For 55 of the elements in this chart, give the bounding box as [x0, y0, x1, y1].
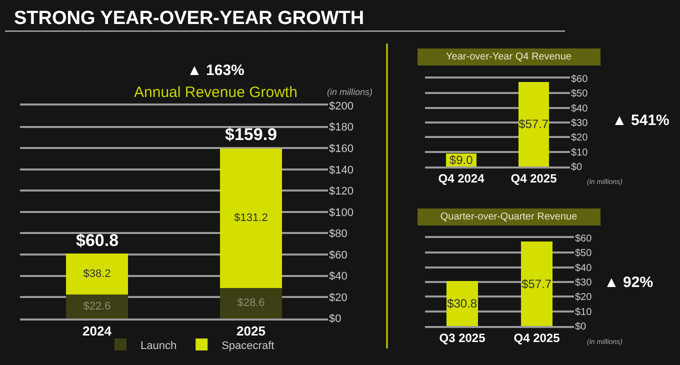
data-label: $30.8 [447, 296, 478, 310]
y-tick-label: $10 [571, 147, 588, 158]
text: ▲ 541% [612, 112, 670, 129]
x-tick-label: Q4 2025 [510, 172, 558, 186]
y-tick-label: $60 [575, 234, 592, 245]
y-tick-label: $0 [571, 162, 583, 174]
y-tick-label: $120 [329, 186, 354, 198]
x-tick-label: Q4 2024 [438, 172, 485, 186]
y-tick-label: $40 [575, 262, 592, 274]
data-label: $131.2 [234, 212, 268, 224]
text: STRONG YEAR-OVER-YEAR GROWTH [14, 8, 364, 29]
text: ▲ 163% [187, 62, 244, 79]
data-label: $57.7 [522, 276, 552, 291]
y-tick-label: $50 [575, 248, 592, 260]
chart-title: Annual Revenue Growth [134, 84, 298, 101]
text: (in millions) [327, 87, 373, 97]
data-label: $22.6 [83, 300, 111, 312]
data-label: $38.2 [83, 268, 111, 280]
y-tick-label: $0 [329, 313, 342, 326]
data-label: $57.7 [518, 117, 549, 132]
y-tick-label: $50 [571, 88, 588, 100]
bar [220, 288, 282, 318]
legend-label: Spacecraft [222, 340, 274, 352]
y-tick-label: $160 [329, 142, 354, 155]
total-label: $60.8 [76, 231, 119, 250]
y-tick-label: $60 [329, 249, 348, 262]
data-label: $28.6 [237, 297, 265, 310]
bar [66, 254, 128, 294]
legend-label: Launch [140, 340, 177, 352]
y-tick-label: $20 [571, 132, 588, 144]
x-tick-label: Q3 2025 [439, 331, 486, 346]
y-tick-label: $40 [571, 103, 588, 114]
bar [220, 148, 282, 288]
y-tick-label: $200 [329, 100, 354, 112]
y-tick-label: $30 [575, 278, 592, 289]
data-label: $9.0 [449, 152, 474, 167]
y-tick-label: $140 [329, 164, 354, 176]
y-tick-label: $80 [329, 228, 348, 240]
y-tick-label: $30 [571, 118, 588, 129]
total-label: $159.9 [225, 125, 277, 144]
x-tick-label: Q4 2025 [514, 331, 560, 346]
y-tick-label: $20 [575, 292, 592, 304]
chart-title: Year-over-Year Q4 Revenue [446, 52, 572, 62]
chart-title: Quarter-over-Quarter Revenue [440, 212, 578, 222]
y-tick-label: $40 [329, 270, 348, 283]
x-tick-label: 2025 [236, 324, 266, 339]
y-tick-label: $100 [329, 206, 354, 219]
y-tick-label: $60 [571, 74, 588, 85]
y-tick-label: $0 [575, 322, 587, 333]
text: ▲ 92% [604, 274, 654, 291]
y-tick-label: $180 [329, 122, 354, 134]
y-tick-label: $10 [575, 306, 592, 318]
x-tick-label: 2024 [82, 324, 112, 339]
y-tick-label: $20 [329, 292, 348, 304]
bar [66, 294, 128, 318]
